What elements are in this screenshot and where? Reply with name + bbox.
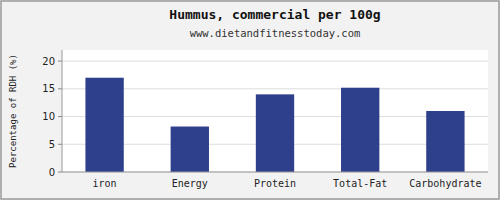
tick-label: 10	[42, 111, 55, 122]
bar	[341, 88, 379, 172]
tick-label: 5	[49, 139, 55, 150]
y-axis-line	[62, 50, 63, 172]
bar	[85, 78, 123, 172]
plot-background	[62, 50, 488, 172]
tick-mark	[58, 172, 62, 173]
bar	[171, 127, 209, 172]
chart-container: 0 5 10 15 20 iron Energy Protein Total-Fat Carboh…	[0, 0, 500, 200]
grid-line	[62, 172, 488, 173]
y-axis-label: Percentage of RDH (%)	[8, 54, 18, 168]
tick-label: Energy	[172, 178, 208, 189]
x-axis-line	[62, 172, 488, 173]
tick-mark	[58, 116, 62, 117]
tick-mark	[58, 61, 62, 62]
chart-svg: 0 5 10 15 20 iron Energy Protein Total-Fat Carboh…	[0, 0, 500, 200]
figure-border	[1, 1, 499, 199]
title: Hummus, commercial per 100g	[169, 7, 380, 22]
page: {"chart_data": {"type": "bar", "title": …	[0, 0, 500, 200]
subtitle: www.dietandfitnesstoday.com	[190, 27, 361, 39]
bars	[85, 78, 464, 172]
tick-label: Total-Fat	[333, 178, 387, 189]
tick-mark	[58, 144, 62, 145]
tick-label: iron	[93, 178, 117, 189]
tick-label: 0	[49, 167, 55, 178]
bar	[256, 94, 294, 172]
tick-label: Protein	[254, 178, 296, 189]
bar	[426, 111, 464, 172]
y-axis: 0 5 10 15 20	[42, 56, 488, 178]
x-axis: iron Energy Protein Total-Fat Carbohydrate	[93, 178, 482, 189]
tick-mark	[58, 88, 62, 89]
grid-line	[62, 88, 488, 89]
tick-label: 15	[42, 83, 55, 94]
tick-label: Carbohydrate	[409, 178, 481, 189]
tick-label: 20	[42, 56, 55, 67]
grid-line	[62, 61, 488, 62]
background	[0, 0, 500, 200]
